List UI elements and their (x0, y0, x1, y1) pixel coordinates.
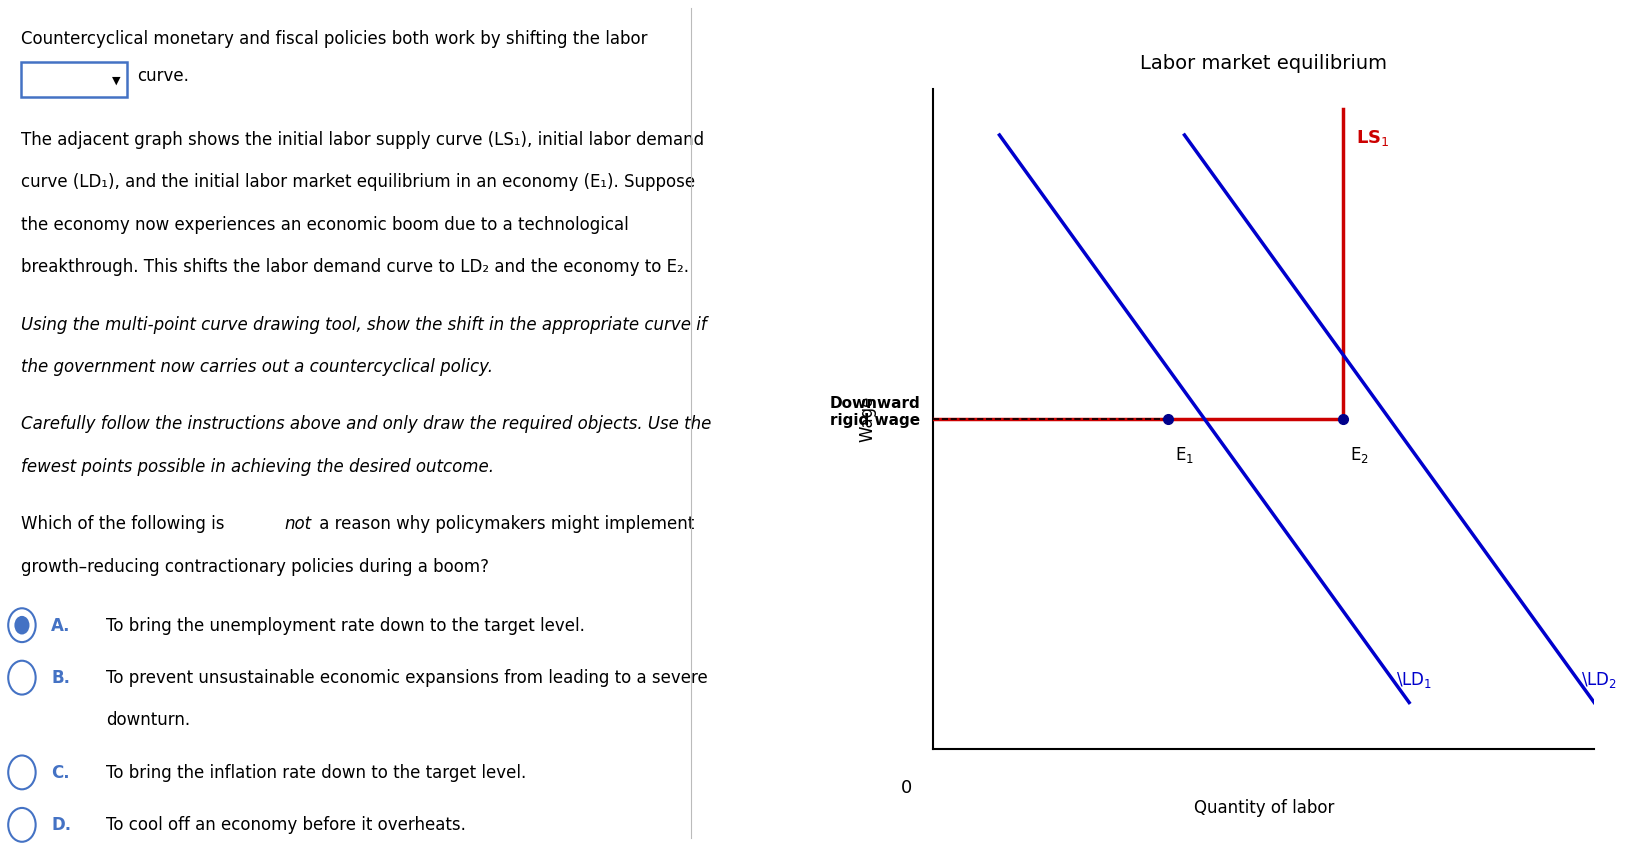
Circle shape (15, 616, 30, 634)
Text: To cool off an economy before it overheats.: To cool off an economy before it overhea… (106, 816, 466, 834)
Text: Using the multi-point curve drawing tool, show the shift in the appropriate curv: Using the multi-point curve drawing tool… (20, 316, 707, 333)
Text: not: not (284, 515, 312, 533)
Text: Carefully follow the instructions above and only draw the required objects. Use : Carefully follow the instructions above … (20, 415, 710, 433)
Text: \LD$_2$: \LD$_2$ (1581, 669, 1617, 689)
Circle shape (8, 808, 36, 842)
Text: To bring the unemployment rate down to the target level.: To bring the unemployment rate down to t… (106, 617, 585, 634)
Text: ▼: ▼ (112, 75, 121, 85)
Text: a reason why policymakers might implement: a reason why policymakers might implemen… (314, 515, 694, 533)
Text: C.: C. (51, 764, 69, 782)
Text: E$_2$: E$_2$ (1350, 445, 1368, 465)
Text: A.: A. (51, 617, 71, 634)
Text: growth–reducing contractionary policies during a boom?: growth–reducing contractionary policies … (20, 558, 489, 575)
Text: fewest points possible in achieving the desired outcome.: fewest points possible in achieving the … (20, 458, 494, 475)
Text: The adjacent graph shows the initial labor supply curve (LS₁), initial labor dem: The adjacent graph shows the initial lab… (20, 131, 704, 149)
Text: curve.: curve. (137, 67, 188, 85)
Text: LS$_1$: LS$_1$ (1356, 129, 1389, 148)
Text: Downward
rigid wage: Downward rigid wage (829, 396, 920, 428)
Circle shape (8, 661, 36, 695)
Text: \LD$_1$: \LD$_1$ (1396, 669, 1432, 689)
Text: B.: B. (51, 669, 71, 687)
Text: D.: D. (51, 816, 71, 834)
Text: Countercyclical monetary and fiscal policies both work by shifting the labor: Countercyclical monetary and fiscal poli… (20, 30, 648, 47)
FancyBboxPatch shape (20, 62, 127, 97)
Text: Quantity of labor: Quantity of labor (1194, 799, 1333, 817)
Text: 0: 0 (902, 779, 912, 797)
Text: breakthrough. This shifts the labor demand curve to LD₂ and the economy to E₂.: breakthrough. This shifts the labor dema… (20, 258, 689, 276)
Text: the government now carries out a countercyclical policy.: the government now carries out a counter… (20, 358, 492, 376)
Text: downturn.: downturn. (106, 711, 190, 729)
Text: Wage: Wage (859, 396, 876, 442)
Text: the economy now experiences an economic boom due to a technological: the economy now experiences an economic … (20, 216, 628, 233)
Text: Which of the following is: Which of the following is (20, 515, 230, 533)
Text: To prevent unsustainable economic expansions from leading to a severe: To prevent unsustainable economic expans… (106, 669, 709, 687)
Circle shape (8, 755, 36, 789)
Text: curve (LD₁), and the initial labor market equilibrium in an economy (E₁). Suppos: curve (LD₁), and the initial labor marke… (20, 173, 695, 191)
Text: To bring the inflation rate down to the target level.: To bring the inflation rate down to the … (106, 764, 527, 782)
Title: Labor market equilibrium: Labor market equilibrium (1140, 54, 1388, 74)
Circle shape (8, 608, 36, 642)
Text: E$_1$: E$_1$ (1175, 445, 1194, 465)
